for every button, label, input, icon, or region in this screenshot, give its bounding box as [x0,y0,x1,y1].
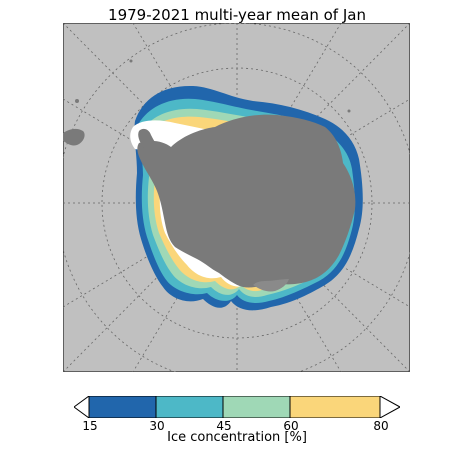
colorbar-label: Ice concentration [%] [167,430,307,445]
colorbar-extend-high [379,396,400,418]
colorbar-tick-label: 45 [216,419,232,433]
colorbar-bin-60-80 [290,396,380,418]
colorbar-outline [88,396,381,418]
colorbar-bin-15-30 [89,396,156,418]
island-marker [347,109,351,113]
colorbar-bin-30-45 [156,396,223,418]
colorbar-tick-label: 30 [149,419,165,433]
antarctic-peninsula [138,128,165,156]
ross-sea-region [253,279,289,292]
colorbar-extend-low [74,396,90,418]
polar-map [63,23,410,372]
colorbar-tick-label: 80 [373,419,389,433]
colorbar [74,396,400,418]
south-america-tip [63,128,85,146]
colorbar-tick-label: 60 [283,419,299,433]
antarctica-landmass [137,114,356,288]
colorbar-bin-45-60 [223,396,290,418]
island-marker [129,59,133,63]
map-title: 1979-2021 multi-year mean of Jan [108,6,366,24]
island-marker [75,99,79,103]
colorbar-tick-label: 15 [82,419,98,433]
